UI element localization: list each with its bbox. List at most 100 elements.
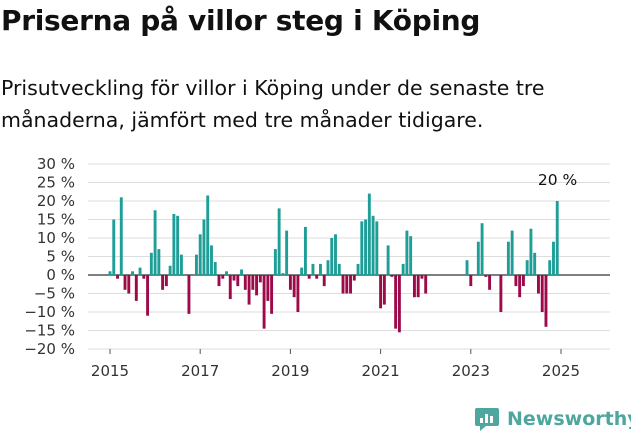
bar [537, 275, 540, 294]
annotations: 20 % [538, 171, 577, 189]
y-axis: 30 %25 %20 %15 %10 %5 %0 %−5 %−10 %−15 %… [24, 155, 75, 358]
bar [296, 275, 300, 312]
bar [131, 271, 134, 275]
bar [499, 275, 503, 312]
bar [236, 275, 240, 287]
newsworthy-logo: Newsworthy [474, 406, 631, 432]
bar [116, 275, 119, 279]
bar [112, 219, 116, 275]
bar [412, 275, 416, 298]
bar [330, 238, 334, 275]
bar [307, 275, 311, 279]
bar [533, 252, 537, 275]
bar [210, 245, 213, 275]
bar [401, 263, 405, 275]
bar [360, 221, 364, 275]
bar [153, 210, 157, 275]
y-tick-label: −15 % [24, 322, 75, 340]
bar [292, 275, 296, 298]
bar [394, 275, 398, 329]
bar [243, 275, 247, 290]
newsworthy-icon [475, 408, 499, 431]
bar [465, 260, 469, 275]
bar [371, 215, 375, 275]
bar [168, 265, 172, 275]
bar [488, 275, 492, 290]
bar [525, 260, 529, 275]
y-tick-label: 5 % [46, 248, 75, 266]
bar [161, 275, 165, 290]
bar [319, 263, 322, 275]
bar [258, 275, 262, 283]
y-tick-label: −5 % [34, 285, 75, 303]
bar [514, 275, 518, 287]
bar [322, 275, 326, 287]
x-tick-label: 2019 [271, 362, 309, 380]
y-tick-label: −10 % [24, 303, 75, 321]
y-tick-label: 20 % [37, 192, 75, 210]
bar [375, 221, 379, 275]
bar [341, 275, 345, 294]
bar [529, 228, 533, 275]
bar [424, 275, 428, 294]
bar [285, 230, 289, 275]
bar [386, 245, 390, 275]
bar [367, 193, 371, 275]
x-tick-label: 2017 [181, 362, 219, 380]
bar [420, 275, 424, 279]
bar [397, 275, 401, 333]
bar [311, 263, 315, 275]
bar [540, 275, 544, 312]
bar [416, 275, 420, 298]
bar [390, 275, 394, 277]
bar [552, 241, 555, 275]
bar [138, 267, 142, 275]
bar [164, 275, 168, 287]
bar [266, 275, 270, 301]
bar [232, 275, 236, 281]
bar [176, 215, 180, 275]
bar [251, 275, 255, 290]
bar [179, 254, 183, 275]
bar [352, 275, 356, 281]
bar [409, 236, 413, 275]
bar [326, 260, 330, 275]
bar [518, 275, 522, 298]
y-tick-label: 0 % [46, 266, 75, 284]
bar [548, 260, 552, 275]
bar [172, 213, 176, 275]
bar [337, 263, 341, 275]
bar [206, 195, 210, 275]
bar [149, 252, 153, 275]
x-tick-label: 2021 [362, 362, 400, 380]
bar [506, 241, 510, 275]
bar [288, 275, 292, 290]
bar [221, 275, 225, 279]
bar [510, 230, 514, 275]
bar [315, 275, 319, 279]
bar [349, 275, 352, 294]
y-tick-label: 25 % [37, 174, 75, 192]
x-axis: 2015 2017 2019 2021 2023 2025 [91, 349, 580, 380]
y-tick-label: 15 % [37, 211, 75, 229]
bar [146, 275, 150, 316]
x-tick-label: 2015 [91, 362, 129, 380]
bar [544, 275, 548, 327]
last-value-label: 20 % [538, 171, 577, 189]
bar [303, 226, 307, 275]
bar [273, 249, 277, 275]
bar [300, 267, 304, 275]
grid-lines [88, 163, 610, 350]
bar [202, 219, 206, 275]
bar [270, 275, 274, 314]
bar [247, 275, 251, 305]
bar [281, 273, 285, 275]
bar [142, 275, 146, 279]
bar [123, 275, 127, 290]
chart-title: Priserna på villor steg i Köping [1, 4, 481, 37]
bar [108, 271, 112, 275]
bar [405, 230, 409, 275]
bar [255, 275, 259, 296]
